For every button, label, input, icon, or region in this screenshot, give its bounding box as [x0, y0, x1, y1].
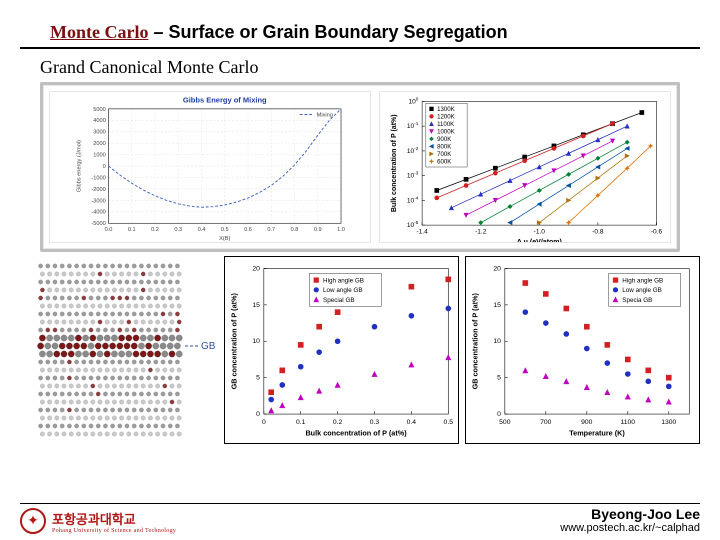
svg-text:800K: 800K — [437, 143, 451, 150]
svg-text:2000: 2000 — [93, 141, 105, 147]
svg-text:15: 15 — [493, 302, 501, 309]
svg-text:Gibbs energy (J/mol): Gibbs energy (J/mol) — [76, 140, 82, 192]
svg-text:Mixing: Mixing — [317, 112, 333, 118]
svg-text:Special GB: Special GB — [323, 297, 355, 304]
svg-text:-3000: -3000 — [91, 198, 105, 204]
svg-text:5: 5 — [256, 375, 260, 382]
svg-text:0.3: 0.3 — [370, 419, 380, 426]
svg-text:15: 15 — [252, 302, 260, 309]
svg-text:1200K: 1200K — [437, 113, 455, 120]
svg-text:Low angle GB: Low angle GB — [622, 287, 662, 294]
svg-text:20: 20 — [493, 265, 501, 272]
svg-text:0.0: 0.0 — [105, 227, 113, 233]
title-highlight: Monte Carlo — [50, 22, 148, 42]
svg-text:0.4: 0.4 — [198, 227, 206, 233]
svg-text:5000: 5000 — [93, 107, 105, 113]
svg-text:X(B): X(B) — [219, 236, 230, 242]
svg-text:-4000: -4000 — [91, 210, 105, 216]
title-rest: – Surface or Grain Boundary Segregation — [148, 22, 507, 42]
svg-text:1000: 1000 — [93, 153, 105, 159]
svg-text:0.5: 0.5 — [221, 227, 229, 233]
svg-text:0.7: 0.7 — [267, 227, 275, 233]
gb-vs-temperature-chart: 500 700 900 1100 1300 0 5 10 15 20 Temperature (K)… — [465, 256, 700, 444]
arrhenius-chart: -1.4-1.2-1.0-0.8-0.610-510-410-310-210-1… — [379, 91, 671, 243]
svg-text:5: 5 — [497, 375, 501, 382]
svg-text:700K: 700K — [437, 151, 451, 158]
logo-korean: 포항공과대학교 — [52, 509, 176, 528]
author-block: Byeong-Joo Lee www.postech.ac.kr/~calpha… — [560, 506, 700, 534]
svg-text:20: 20 — [252, 265, 260, 272]
svg-text:10-2: 10-2 — [406, 146, 418, 155]
svg-text:0.3: 0.3 — [174, 227, 182, 233]
svg-text:10-3: 10-3 — [406, 171, 418, 180]
svg-text:0: 0 — [256, 411, 260, 418]
logo-english: Pohang University of Science and Technol… — [52, 528, 176, 534]
svg-text:4000: 4000 — [93, 118, 105, 124]
svg-text:-1000: -1000 — [91, 175, 105, 181]
svg-text:1300K: 1300K — [437, 106, 455, 113]
svg-text:0.5: 0.5 — [444, 419, 454, 426]
svg-text:High angle GB: High angle GB — [622, 278, 663, 285]
svg-text:0.6: 0.6 — [244, 227, 252, 233]
svg-text:0: 0 — [262, 419, 266, 426]
svg-text:-1.2: -1.2 — [475, 229, 487, 236]
svg-text:0: 0 — [103, 164, 106, 170]
svg-text:10-4: 10-4 — [406, 195, 418, 204]
author-url: www.postech.ac.kr/~calphad — [560, 522, 700, 534]
svg-text:GB: GB — [201, 341, 216, 352]
svg-text:0.2: 0.2 — [151, 227, 159, 233]
svg-text:Gibbs Energy of Mixing: Gibbs Energy of Mixing — [183, 95, 267, 104]
svg-text:0.8: 0.8 — [291, 227, 299, 233]
svg-text:0.1: 0.1 — [296, 419, 306, 426]
svg-text:High angle GB: High angle GB — [323, 278, 364, 285]
svg-text:10: 10 — [493, 338, 501, 345]
svg-text:10-1: 10-1 — [406, 121, 418, 130]
svg-text:0.2: 0.2 — [333, 419, 343, 426]
svg-text:Low angle GB: Low angle GB — [323, 287, 363, 294]
gibbs-energy-chart: Gibbs Energy of Mixing -5000 -4000 -3000 -20… — [49, 91, 371, 243]
svg-text:-0.6: -0.6 — [650, 229, 662, 236]
slide-footer: ✦ 포항공과대학교 Pohang University of Science a… — [20, 503, 700, 534]
svg-text:-2000: -2000 — [91, 187, 105, 193]
svg-text:100: 100 — [408, 96, 418, 105]
slide-title: Monte Carlo – Surface or Grain Boundary … — [20, 0, 700, 49]
svg-text:900K: 900K — [437, 136, 451, 143]
bottom-row: GB 0 0.1 0.2 0.3 0.4 0.5 0 5 10 15 20 Bulk concentr… — [20, 256, 700, 444]
svg-text:700: 700 — [540, 419, 552, 426]
atomistic-simulation-image: GB — [20, 256, 218, 444]
svg-text:1.0: 1.0 — [337, 227, 345, 233]
subtitle: Grand Canonical Monte Carlo — [0, 49, 720, 82]
gb-vs-bulk-chart: 0 0.1 0.2 0.3 0.4 0.5 0 5 10 15 20 Bulk concentrati… — [224, 256, 459, 444]
svg-text:-0.8: -0.8 — [592, 229, 604, 236]
svg-text:3000: 3000 — [93, 130, 105, 136]
svg-text:Specia GB: Specia GB — [622, 297, 652, 304]
svg-text:GB concentration of P (at%): GB concentration of P (at%) — [230, 293, 239, 390]
svg-text:1300: 1300 — [661, 419, 676, 426]
svg-text:900: 900 — [581, 419, 593, 426]
university-logo: ✦ 포항공과대학교 Pohang University of Science a… — [20, 508, 176, 534]
svg-text:10: 10 — [252, 338, 260, 345]
svg-text:600K: 600K — [437, 158, 451, 165]
svg-text:Temperature (K): Temperature (K) — [569, 428, 625, 437]
svg-text:500: 500 — [499, 419, 511, 426]
author-name: Byeong-Joo Lee — [560, 506, 700, 522]
svg-text:0.4: 0.4 — [407, 419, 417, 426]
svg-text:Bulk concentration of P (at%): Bulk concentration of P (at%) — [305, 428, 407, 437]
svg-text:1100K: 1100K — [437, 121, 454, 128]
svg-text:GB concentration of P (at%): GB concentration of P (at%) — [471, 293, 480, 390]
svg-text:-1.4: -1.4 — [416, 229, 428, 236]
svg-text:-1.0: -1.0 — [533, 229, 545, 236]
svg-text:1100: 1100 — [621, 419, 636, 426]
svg-text:-5000: -5000 — [91, 221, 105, 227]
svg-text:Bulk concentration of P (at%): Bulk concentration of P (at%) — [390, 114, 397, 212]
svg-text:0: 0 — [497, 411, 501, 418]
svg-text:0.1: 0.1 — [128, 227, 136, 233]
svg-text:0.9: 0.9 — [314, 227, 322, 233]
logo-icon: ✦ — [20, 508, 46, 534]
svg-text:Δ μ (eV/atom): Δ μ (eV/atom) — [516, 239, 561, 242]
svg-text:1000K: 1000K — [437, 128, 455, 135]
top-panel: Gibbs Energy of Mixing -5000 -4000 -3000 -20… — [40, 82, 680, 252]
